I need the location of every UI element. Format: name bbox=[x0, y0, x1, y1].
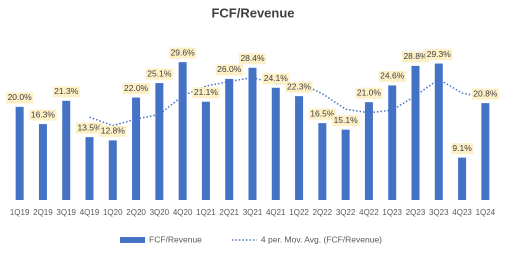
bar bbox=[458, 157, 467, 200]
data-label: 16.5% bbox=[310, 108, 335, 118]
bar bbox=[38, 124, 47, 200]
data-label: 9.1% bbox=[452, 143, 472, 153]
legend-label: 4 per. Mov. Avg. (FCF/Revenue) bbox=[261, 234, 382, 244]
bar bbox=[318, 123, 327, 200]
x-tick-label: 4Q19 bbox=[80, 208, 100, 217]
x-tick-label: 1Q24 bbox=[476, 208, 496, 217]
data-label-bg bbox=[99, 125, 127, 137]
x-tick-label: 1Q22 bbox=[289, 208, 309, 217]
x-tick-label: 4Q20 bbox=[173, 208, 193, 217]
data-label: 22.0% bbox=[124, 83, 149, 93]
bar bbox=[341, 129, 350, 200]
x-tick-label: 2Q23 bbox=[406, 208, 426, 217]
x-tick-label: 4Q23 bbox=[452, 208, 472, 217]
data-label-bg bbox=[238, 53, 267, 65]
data-label: 28.8% bbox=[403, 51, 428, 61]
bar bbox=[201, 101, 210, 200]
bar bbox=[108, 140, 117, 200]
x-tick-label: 2Q20 bbox=[126, 208, 146, 217]
x-tick-label: 1Q19 bbox=[10, 208, 30, 217]
data-label: 13.5% bbox=[77, 122, 102, 132]
data-label: 20.0% bbox=[8, 92, 33, 102]
data-label-bg bbox=[145, 68, 173, 80]
data-label: 24.6% bbox=[380, 71, 405, 81]
data-label-bg bbox=[285, 81, 313, 93]
data-label-bg bbox=[355, 87, 383, 99]
data-label-bg bbox=[378, 70, 406, 82]
data-label-bg bbox=[192, 87, 220, 99]
x-tick-label: 3Q23 bbox=[429, 208, 449, 217]
data-label-bg bbox=[169, 47, 197, 59]
bar bbox=[388, 85, 397, 200]
x-tick-label: 3Q21 bbox=[243, 208, 263, 217]
data-label: 22.3% bbox=[287, 81, 312, 91]
x-tick-label: 1Q21 bbox=[196, 208, 216, 217]
data-label: 16.3% bbox=[31, 109, 56, 119]
data-label: 20.8% bbox=[473, 88, 498, 98]
data-label-bg bbox=[122, 83, 150, 95]
data-label-bg bbox=[75, 122, 104, 134]
data-label: 26.0% bbox=[217, 64, 242, 74]
data-label-bg bbox=[215, 64, 243, 76]
bar bbox=[248, 67, 257, 200]
x-tick-label: 4Q22 bbox=[359, 208, 379, 217]
data-label: 29.6% bbox=[171, 47, 196, 57]
data-label-bg bbox=[471, 88, 499, 100]
x-tick-label: 3Q22 bbox=[336, 208, 356, 217]
data-label-bg bbox=[262, 73, 290, 85]
x-tick-label: 2Q19 bbox=[33, 208, 53, 217]
data-label-bg bbox=[425, 49, 453, 61]
bar bbox=[62, 100, 71, 200]
data-label: 12.8% bbox=[101, 126, 126, 136]
bar bbox=[434, 63, 443, 200]
data-label-bg bbox=[308, 108, 336, 120]
bar bbox=[271, 87, 280, 200]
bar bbox=[295, 96, 304, 200]
data-label: 21.0% bbox=[357, 87, 382, 97]
data-label-bg bbox=[6, 92, 34, 104]
data-label-bg bbox=[52, 86, 80, 98]
bar bbox=[225, 78, 234, 200]
data-label-bg bbox=[401, 51, 430, 63]
legend-swatch bbox=[120, 237, 145, 243]
data-label-bg bbox=[450, 143, 474, 155]
x-tick-label: 4Q21 bbox=[266, 208, 286, 217]
data-label: 28.4% bbox=[240, 53, 265, 63]
bar bbox=[155, 83, 164, 200]
data-label-bg bbox=[29, 109, 57, 121]
bar bbox=[85, 137, 94, 200]
x-tick-label: 3Q20 bbox=[150, 208, 170, 217]
legend-label: FCF/Revenue bbox=[149, 234, 202, 244]
data-label: 21.1% bbox=[194, 87, 219, 97]
x-tick-label: 2Q22 bbox=[313, 208, 333, 217]
data-label: 29.3% bbox=[427, 49, 452, 59]
bar bbox=[15, 106, 24, 200]
bar bbox=[411, 65, 420, 200]
bar bbox=[178, 62, 187, 200]
bar bbox=[364, 102, 373, 200]
x-tick-label: 3Q19 bbox=[56, 208, 76, 217]
x-tick-label: 1Q20 bbox=[103, 208, 123, 217]
data-label-bg bbox=[332, 115, 360, 127]
bar bbox=[481, 103, 490, 200]
data-label: 24.1% bbox=[264, 73, 289, 83]
chart-title: FCF/Revenue bbox=[211, 5, 294, 20]
x-tick-label: 1Q23 bbox=[382, 208, 402, 217]
data-label: 21.3% bbox=[54, 86, 79, 96]
data-label: 25.1% bbox=[147, 68, 172, 78]
data-label: 15.1% bbox=[334, 115, 359, 125]
bar bbox=[132, 97, 141, 200]
x-tick-label: 2Q21 bbox=[219, 208, 239, 217]
